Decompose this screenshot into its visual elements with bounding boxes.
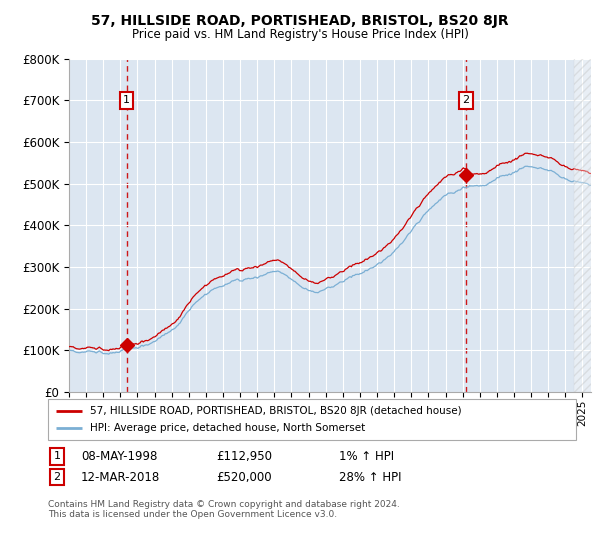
- Text: 2: 2: [463, 95, 469, 105]
- Text: Price paid vs. HM Land Registry's House Price Index (HPI): Price paid vs. HM Land Registry's House …: [131, 28, 469, 41]
- Text: HPI: Average price, detached house, North Somerset: HPI: Average price, detached house, Nort…: [90, 423, 365, 433]
- Text: 12-MAR-2018: 12-MAR-2018: [81, 470, 160, 484]
- Text: 57, HILLSIDE ROAD, PORTISHEAD, BRISTOL, BS20 8JR (detached house): 57, HILLSIDE ROAD, PORTISHEAD, BRISTOL, …: [90, 405, 462, 416]
- Text: 1: 1: [53, 451, 61, 461]
- Text: Contains HM Land Registry data © Crown copyright and database right 2024.: Contains HM Land Registry data © Crown c…: [48, 500, 400, 508]
- Text: 1: 1: [123, 95, 130, 105]
- Text: 1% ↑ HPI: 1% ↑ HPI: [339, 450, 394, 463]
- Text: £520,000: £520,000: [216, 470, 272, 484]
- Text: 57, HILLSIDE ROAD, PORTISHEAD, BRISTOL, BS20 8JR: 57, HILLSIDE ROAD, PORTISHEAD, BRISTOL, …: [91, 14, 509, 28]
- Text: 2: 2: [53, 472, 61, 482]
- Text: This data is licensed under the Open Government Licence v3.0.: This data is licensed under the Open Gov…: [48, 510, 337, 519]
- Text: 08-MAY-1998: 08-MAY-1998: [81, 450, 157, 463]
- Text: £112,950: £112,950: [216, 450, 272, 463]
- Text: 28% ↑ HPI: 28% ↑ HPI: [339, 470, 401, 484]
